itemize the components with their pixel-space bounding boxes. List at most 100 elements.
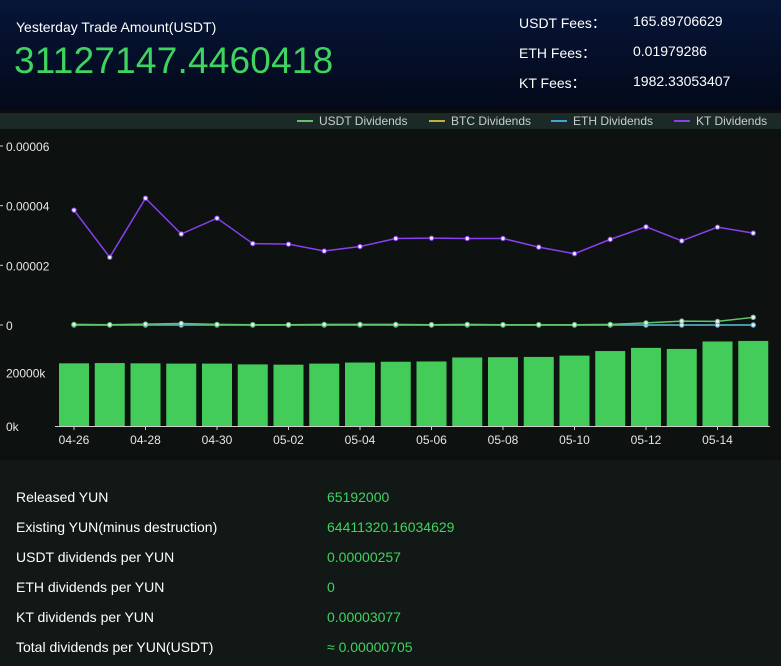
kt-fees-value: 1982.33053407	[633, 73, 731, 89]
trade-amount-value: 31127147.4460418	[14, 40, 334, 81]
kt-dividends-point	[250, 240, 256, 247]
kt-dividends-point	[607, 236, 613, 243]
eth-fees-value: 0.01979286	[633, 43, 707, 59]
kt-dividends-point	[464, 235, 470, 242]
kt-dividends-point	[178, 231, 184, 237]
legend-label-usdt: USDT Dividends	[319, 114, 408, 128]
kt-dividends-point	[142, 195, 149, 201]
kt-dividends-point	[679, 238, 685, 244]
kt-dividends-point	[428, 235, 435, 241]
usdt-dividends-point	[607, 321, 613, 328]
x-tick-label: 05-10	[559, 433, 590, 447]
usdt-legend-swatch	[297, 120, 313, 122]
x-tick-label: 05-02	[273, 433, 304, 447]
volume-bar	[702, 341, 733, 426]
kt-dividends-label: KT dividends per YUN	[16, 609, 154, 625]
volume-bar	[666, 348, 697, 426]
y-tick-label: 0	[6, 319, 13, 333]
volume-tick-label: 0k	[6, 420, 20, 434]
kt-dividends-point	[750, 230, 756, 236]
volume-bar	[273, 364, 304, 426]
volume-bar	[452, 357, 483, 426]
existing-yun-value: 64411320.16034629	[327, 519, 455, 535]
divider	[0, 110, 781, 113]
legend-item-btc[interactable]: BTC Dividends	[429, 113, 531, 129]
volume-tick-label: 20000k	[6, 367, 46, 381]
eth-dividends-point	[750, 322, 756, 328]
usdt-dividends-point	[321, 321, 327, 328]
usdt-dividends-point	[500, 322, 506, 328]
eth-dividends-label: ETH dividends per YUN	[16, 579, 165, 595]
usdt-dividends-point	[285, 322, 292, 328]
usdt-dividends-point	[750, 314, 756, 321]
kt-fees-label: KT Fees：	[519, 75, 586, 91]
eth-fees-label: ETH Fees：	[519, 45, 597, 61]
volume-bar	[738, 340, 769, 426]
usdt-dividends-point	[178, 320, 184, 327]
header-panel: Yesterday Trade Amount(USDT) 31127147.44…	[0, 0, 781, 110]
x-tick-label: 05-04	[345, 433, 376, 447]
volume-bar	[416, 361, 447, 426]
kt-dividends-point	[714, 224, 721, 230]
usdt-dividends-point	[428, 322, 435, 328]
x-tick-label: 04-26	[59, 433, 90, 447]
usdt-dividends-point	[464, 321, 470, 328]
volume-bar	[380, 361, 411, 426]
stats-panel: Released YUN 65192000 Existing YUN(minus…	[0, 460, 781, 666]
volume-bar	[59, 363, 89, 426]
legend-label-eth: ETH Dividends	[573, 114, 654, 128]
y-tick-label: 0.00006	[6, 140, 50, 154]
kt-dividends-point	[500, 235, 506, 242]
usdt-dividends-point	[71, 321, 77, 328]
usdt-dividends-point	[250, 322, 256, 328]
usdt-dividends-point	[357, 321, 363, 328]
usdt-dividends-point	[714, 318, 721, 325]
kt-dividends-point	[393, 235, 399, 242]
usdt-fees-label: USDT Fees：	[519, 15, 606, 31]
kt-dividends-point	[571, 250, 578, 257]
usdt-dividends-point	[571, 322, 578, 328]
kt-dividends-point	[321, 248, 327, 254]
kt-dividends-line	[73, 197, 754, 259]
x-tick-label: 05-14	[702, 433, 733, 447]
kt-dividends-point	[285, 241, 292, 247]
dividends-chart: 0.00006 0.00004 0.00002 0 20000k 0k 04-26 04-28…	[0, 140, 770, 447]
volume-bar	[202, 363, 232, 426]
legend-item-kt[interactable]: KT Dividends	[674, 113, 767, 129]
kt-dividends-point	[107, 254, 113, 260]
released-yun-label: Released YUN	[16, 489, 109, 505]
kt-dividends-point	[71, 207, 77, 213]
x-tick-label: 05-08	[488, 433, 519, 447]
kt-legend-swatch	[674, 120, 690, 122]
kt-dividends-point	[643, 224, 649, 230]
volume-bar	[166, 363, 197, 426]
usdt-dividends-point	[679, 318, 685, 324]
total-dividends-value: ≈ 0.00000705	[327, 639, 413, 655]
kt-dividends-point	[214, 215, 220, 221]
existing-yun-label: Existing YUN(minus destruction)	[16, 519, 218, 535]
total-dividends-label: Total dividends per YUN(USDT)	[16, 639, 214, 655]
legend-item-usdt[interactable]: USDT Dividends	[297, 113, 407, 129]
volume-bar	[523, 356, 554, 426]
usdt-dividends-label: USDT dividends per YUN	[16, 549, 175, 565]
released-yun-value: 65192000	[327, 489, 390, 505]
usdt-dividends-point	[643, 320, 649, 326]
kt-dividends-value: 0.00003077	[327, 609, 401, 625]
usdt-dividends-point	[142, 321, 149, 327]
usdt-fees-value: 165.89706629	[633, 13, 723, 29]
btc-legend-swatch	[429, 120, 445, 122]
x-tick-label: 04-28	[130, 433, 161, 447]
legend-item-eth[interactable]: ETH Dividends	[551, 113, 653, 129]
volume-bar	[595, 351, 626, 426]
x-tick-label: 05-12	[631, 433, 662, 447]
volume-bar	[488, 357, 518, 426]
usdt-dividends-point	[214, 321, 220, 328]
usdt-dividends-point	[393, 321, 399, 328]
eth-dividends-value: 0	[327, 579, 335, 595]
y-tick-label: 0.00002	[6, 259, 50, 273]
volume-bar	[130, 363, 161, 426]
legend-label-kt: KT Dividends	[696, 114, 768, 128]
x-tick-label: 05-06	[416, 433, 447, 447]
volume-bar	[94, 363, 125, 426]
volume-bar	[237, 364, 268, 426]
